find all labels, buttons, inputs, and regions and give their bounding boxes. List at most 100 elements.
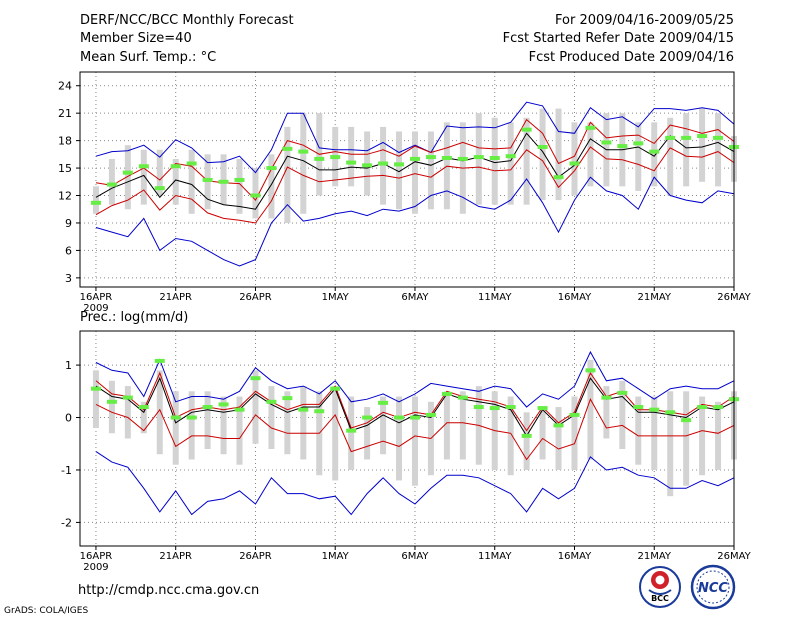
source-url[interactable]: http://cmdp.ncc.cma.gov.cn	[78, 583, 259, 598]
x-tick-label: 16MAY	[558, 292, 592, 303]
ensemble-bar	[683, 391, 690, 486]
obs-marker	[409, 415, 420, 420]
x-tick-label: 1MAY	[322, 551, 350, 562]
ensemble-bar	[140, 149, 147, 205]
obs-marker	[681, 135, 692, 140]
obs-marker	[553, 175, 564, 180]
plot-frame	[79, 71, 735, 288]
ensemble-bar	[571, 122, 578, 196]
x-tick-label: 16APR	[80, 292, 113, 303]
ensemble-bar	[619, 380, 626, 449]
ensemble-bar	[252, 168, 259, 219]
ensemble-bar	[172, 391, 179, 465]
x-tick-label: 11MAY	[478, 551, 512, 562]
obs-marker	[713, 405, 724, 410]
ensemble-bar	[715, 401, 722, 470]
chart-title: DERF/NCC/BCC Monthly Forecast	[80, 13, 294, 28]
ensemble-bar	[699, 108, 706, 182]
series-line-lower-spread	[95, 397, 735, 461]
ensemble-bar	[188, 149, 195, 214]
ensemble-bar	[236, 396, 243, 465]
x-tick-label: 26APR	[239, 551, 272, 562]
bcc-logo: BCC	[639, 566, 681, 608]
y-tick-label: 9	[65, 217, 72, 230]
ensemble-bar	[364, 407, 371, 460]
obs-marker	[154, 358, 165, 363]
series-line-ensemble-min	[95, 451, 735, 516]
obs-marker	[218, 179, 229, 184]
obs-marker	[378, 400, 389, 405]
obs-marker	[425, 412, 436, 417]
ensemble-bar	[236, 158, 243, 214]
obs-marker	[154, 186, 165, 191]
ensemble-bar	[124, 386, 131, 439]
obs-marker	[346, 160, 357, 165]
plot-frame	[79, 330, 735, 547]
ensemble-bar	[172, 158, 179, 205]
obs-marker	[633, 141, 644, 146]
y-tick-label: 12	[58, 190, 72, 203]
x-tick-label: 21APR	[159, 292, 192, 303]
obs-marker	[489, 156, 500, 160]
y-tick-label: 3	[65, 272, 72, 285]
y-tick-label: -1	[61, 464, 72, 477]
obs-marker	[170, 164, 181, 169]
ensemble-bar	[715, 113, 722, 187]
ensemble-bar	[667, 391, 674, 497]
ensemble-bar	[124, 145, 131, 210]
produced-date: Fcst Produced Date 2009/04/16	[529, 50, 734, 65]
ensemble-bar	[523, 412, 530, 470]
ensemble-bar	[635, 122, 642, 191]
x-tick-label: 16MAY	[558, 551, 592, 562]
obs-marker	[378, 161, 389, 166]
x-year-label: 2009	[83, 303, 108, 314]
ensemble-bar	[348, 396, 355, 470]
variable-label: Mean Surf. Temp.: °C	[80, 50, 216, 65]
y-tick-label: 0	[65, 412, 72, 425]
ensemble-bar	[443, 391, 450, 460]
obs-marker	[665, 135, 676, 140]
ncc-logo-text: NCC	[698, 581, 728, 596]
obs-marker	[314, 409, 325, 414]
obs-marker	[425, 155, 436, 160]
x-tick-label: 21APR	[159, 551, 192, 562]
x-year-label: 2009	[83, 562, 108, 573]
obs-marker	[697, 405, 708, 410]
ensemble-bar	[539, 407, 546, 460]
obs-marker	[441, 391, 452, 396]
series-line-ensemble-mean	[95, 376, 735, 437]
obs-marker	[298, 407, 309, 412]
ensemble-bar	[683, 113, 690, 187]
obs-marker	[90, 386, 101, 391]
obs-marker	[234, 177, 245, 182]
ensemble-bar	[411, 131, 418, 214]
ensemble-bar	[220, 154, 227, 205]
obs-marker	[569, 161, 580, 166]
ensemble-bar	[571, 396, 578, 470]
obs-marker	[649, 407, 660, 412]
ensemble-bar	[92, 186, 99, 214]
ensemble-bar	[252, 370, 259, 444]
ensemble-bar	[348, 126, 355, 187]
obs-marker	[521, 127, 532, 132]
ensemble-bar	[300, 113, 307, 214]
ensemble-bar	[555, 108, 562, 201]
obs-marker	[170, 415, 181, 420]
ensemble-bar	[555, 407, 562, 470]
obs-marker	[330, 155, 341, 160]
ensemble-bar	[156, 149, 163, 196]
ensemble-bar	[108, 380, 115, 434]
obs-marker	[234, 407, 245, 412]
forecast-period: For 2009/04/16-2009/05/25	[555, 13, 734, 28]
x-tick-label: 6MAY	[401, 551, 429, 562]
obs-marker	[521, 433, 532, 438]
obs-marker	[202, 405, 213, 410]
obs-marker	[186, 415, 197, 420]
obs-marker	[90, 200, 101, 205]
obs-marker	[601, 140, 612, 145]
ncc-logo: NCC	[690, 564, 736, 610]
ensemble-bar	[220, 396, 227, 455]
obs-marker	[282, 396, 293, 401]
obs-marker	[266, 166, 277, 171]
